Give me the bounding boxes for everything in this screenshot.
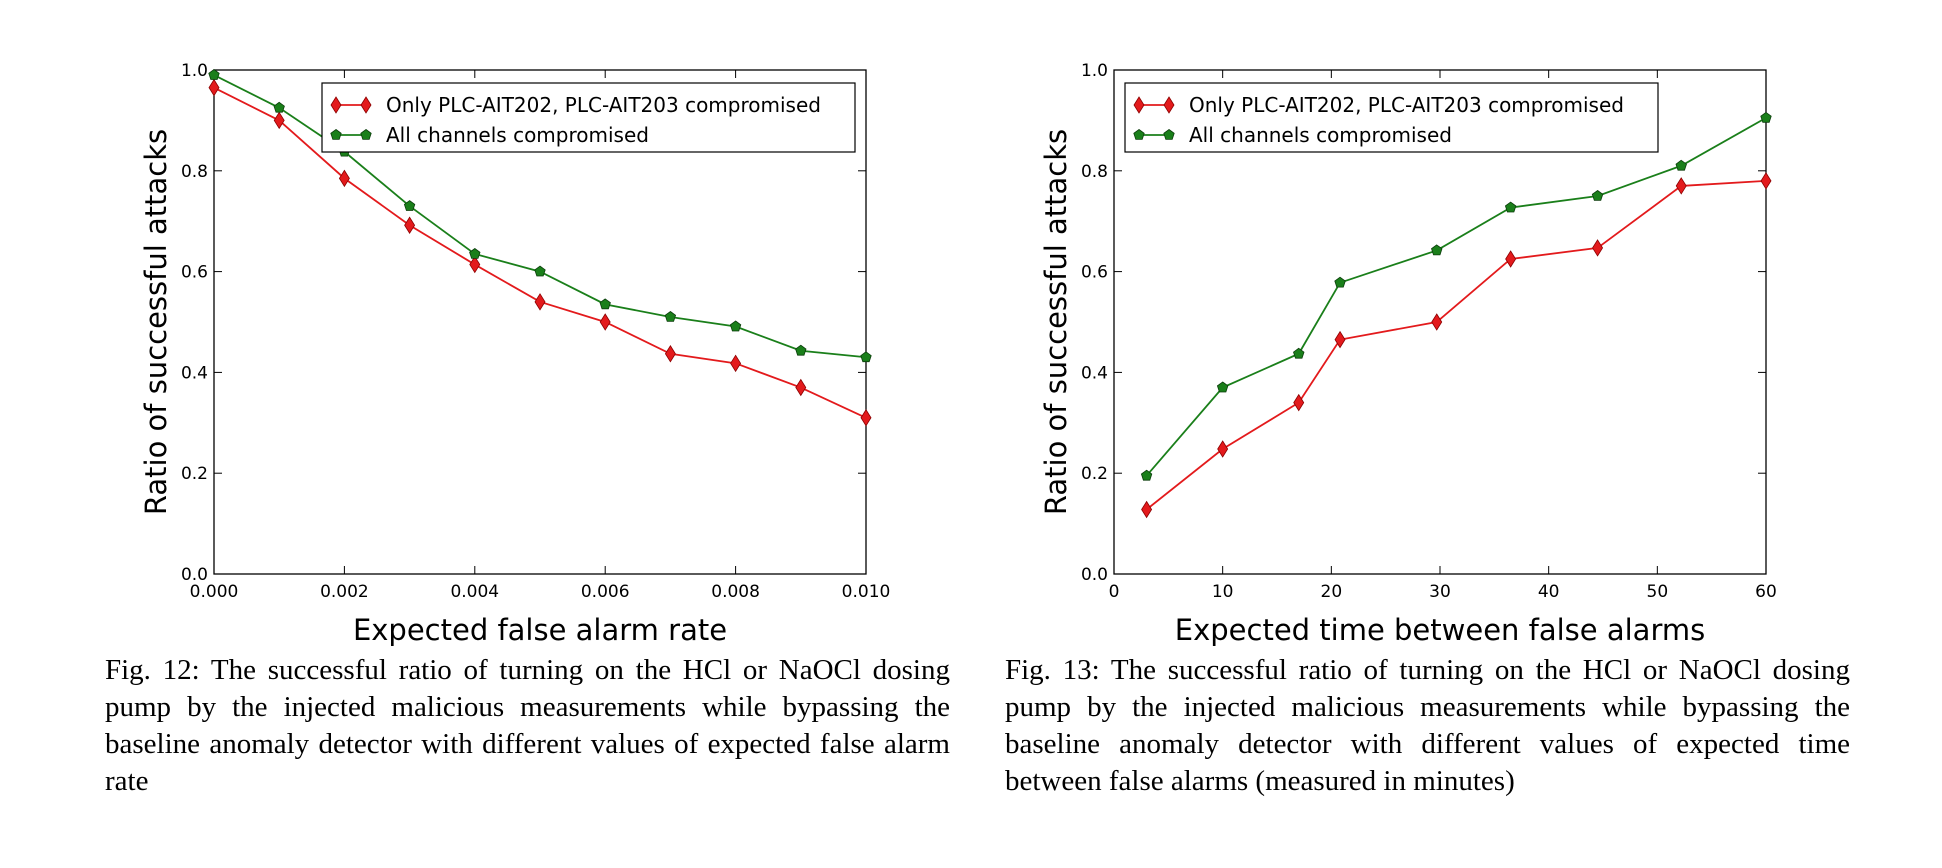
x-axis-label: Expected false alarm rate: [353, 613, 727, 647]
legend-box: [1124, 82, 1659, 153]
y-axis-label: Ratio of successful attacks: [1039, 129, 1073, 515]
x-tick-label: 30: [1429, 582, 1451, 602]
data-point-pentagon: [1591, 190, 1604, 201]
data-point-diamond: [338, 169, 350, 188]
figure-12-caption: Fig. 12: The successful ratio of turning…: [105, 654, 950, 797]
y-tick-label: 1.0: [1081, 61, 1108, 81]
x-tick-label: 0.000: [190, 582, 239, 602]
legend-marker-pentagon: [360, 129, 372, 140]
x-tick-label: 60: [1755, 582, 1777, 602]
data-point-pentagon: [860, 351, 872, 363]
legend-marker-diamond: [1163, 96, 1175, 114]
data-point-diamond: [1293, 393, 1305, 412]
x-tick-label: 0.006: [581, 582, 630, 602]
data-point-diamond: [730, 354, 742, 373]
x-tick-label: 0: [1109, 582, 1120, 602]
figure-13: 0.0 0.2 0.4 0.6 0.8 1.0 0 10 20 30 40 50 60 Expected …: [900, 0, 1850, 868]
data-point-diamond: [1431, 313, 1443, 331]
legend-marker-pentagon: [1163, 129, 1175, 140]
data-point-pentagon: [1140, 469, 1153, 481]
legend-marker-diamond: [330, 96, 342, 114]
data-point-diamond: [664, 344, 676, 363]
data-point-pentagon: [1216, 381, 1229, 393]
data-point-pentagon: [599, 298, 611, 310]
data-point-diamond: [1675, 177, 1687, 195]
legend: Only PLC-AIT202, PLC-AIT203 compromised A…: [321, 82, 856, 153]
figure-13-chart: 0.0 0.2 0.4 0.6 0.8 1.0 0 10 20 30 40 50 60 Expected …: [1039, 61, 1777, 647]
legend-label: All channels compromised: [1189, 123, 1452, 147]
y-tick-label: 0.6: [1081, 263, 1108, 283]
data-point-diamond: [860, 409, 872, 427]
data-point-pentagon: [1293, 347, 1305, 359]
data-point-diamond: [208, 78, 220, 97]
data-point-pentagon: [1675, 159, 1687, 171]
plot-frame: [213, 69, 867, 575]
data-point-pentagon: [469, 248, 481, 259]
x-tick-label: 20: [1321, 582, 1343, 602]
y-tick-label: 1.0: [181, 61, 208, 81]
legend: Only PLC-AIT202, PLC-AIT203 compromised A…: [1124, 82, 1659, 153]
data-point-diamond: [534, 293, 546, 311]
data-point-pentagon: [208, 69, 220, 80]
series-line-1: [1146, 179, 1767, 511]
y-tick-label: 0.0: [1081, 565, 1108, 585]
x-tick-label: 50: [1647, 582, 1669, 602]
data-point-pentagon: [1760, 111, 1772, 123]
data-point-pentagon: [729, 320, 742, 332]
data-point-diamond: [1141, 500, 1153, 519]
data-point-diamond: [273, 111, 285, 130]
y-axis-label: Ratio of successful attacks: [139, 129, 173, 515]
x-tick-label: 0.004: [450, 582, 499, 602]
x-tick-label: 0.002: [320, 582, 369, 602]
data-point-pentagon: [795, 344, 807, 356]
x-tick-label: 0.008: [711, 582, 760, 602]
y-tick-label: 0.8: [1081, 162, 1108, 182]
legend-box: [321, 82, 856, 153]
data-point-pentagon: [534, 265, 546, 277]
legend-marker-diamond: [1133, 96, 1145, 114]
series-line-2: [1145, 117, 1767, 477]
data-point-diamond: [599, 313, 611, 331]
y-tick-label: 0.8: [181, 162, 208, 182]
data-point-pentagon: [273, 101, 285, 113]
data-point-diamond: [1505, 250, 1517, 268]
legend-marker-pentagon: [330, 129, 342, 140]
legend-label: Only PLC-AIT202, PLC-AIT203 compromised: [1189, 93, 1624, 117]
figure-13-caption: Fig. 13: The successful ratio of turning…: [1005, 654, 1850, 797]
legend-marker-diamond: [360, 96, 372, 114]
y-tick-label: 0.2: [1081, 464, 1108, 484]
data-point-diamond: [469, 255, 481, 274]
data-point-diamond: [1760, 172, 1772, 190]
data-point-pentagon: [403, 200, 416, 211]
data-point-pentagon: [1334, 276, 1346, 288]
y-tick-label: 0.6: [181, 263, 208, 283]
y-tick-label: 0.4: [181, 363, 208, 383]
y-tick-label: 0.0: [181, 565, 208, 585]
legend-marker-pentagon: [1133, 129, 1145, 140]
figure-12: 0.0 0.2 0.4 0.6 0.8 1.0 0.000 0.002 0.004 0.006 0.…: [0, 0, 950, 868]
data-point-pentagon: [664, 311, 677, 322]
x-tick-label: 40: [1538, 582, 1560, 602]
figure-12-chart: 0.0 0.2 0.4 0.6 0.8 1.0 0.000 0.002 0.004 0.006 0.…: [139, 61, 891, 647]
x-axis-label: Expected time between false alarms: [1175, 613, 1705, 647]
data-point-diamond: [1592, 239, 1604, 257]
legend-label: All channels compromised: [386, 123, 649, 147]
data-point-pentagon: [1431, 244, 1443, 256]
data-point-diamond: [1217, 440, 1229, 458]
data-point-diamond: [795, 378, 807, 397]
y-tick-label: 0.4: [1081, 363, 1108, 383]
x-tick-label: 0.010: [842, 582, 891, 602]
data-point-diamond: [404, 216, 416, 234]
data-point-pentagon: [1504, 201, 1517, 213]
legend-label: Only PLC-AIT202, PLC-AIT203 compromised: [386, 93, 821, 117]
x-tick-label: 10: [1212, 582, 1234, 602]
data-point-diamond: [1334, 330, 1346, 349]
y-tick-label: 0.2: [181, 464, 208, 484]
